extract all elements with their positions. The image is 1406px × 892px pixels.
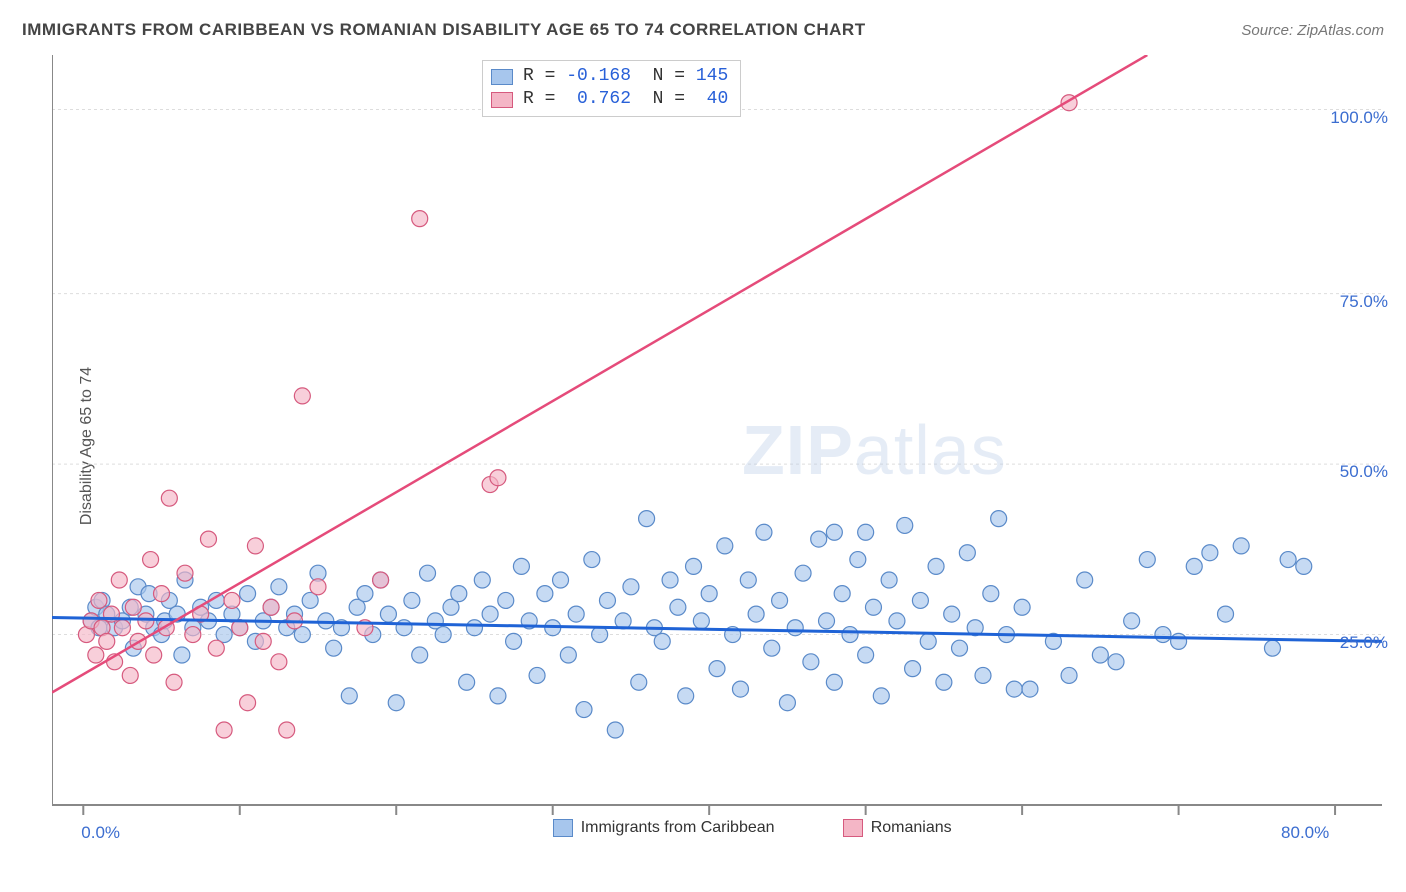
y-tick-label: 25.0%: [1340, 633, 1388, 653]
source-credit: Source: ZipAtlas.com: [1241, 22, 1384, 39]
correlation-legend: R = -0.168 N = 145R = 0.762 N = 40: [482, 60, 741, 117]
legend-label: Immigrants from Caribbean: [581, 819, 775, 837]
y-tick-label: 50.0%: [1340, 462, 1388, 482]
x-tick-label: 80.0%: [1281, 823, 1329, 843]
plot-svg: [52, 55, 1382, 825]
chart-title: IMMIGRANTS FROM CARIBBEAN VS ROMANIAN DI…: [22, 20, 866, 40]
bottom-legend-item: Romanians: [843, 819, 952, 837]
x-tick-label: 0.0%: [81, 823, 120, 843]
legend-swatch: [491, 69, 513, 85]
correlation-legend-row: R = 0.762 N = 40: [491, 88, 728, 111]
y-tick-label: 100.0%: [1330, 108, 1388, 128]
legend-swatch: [491, 92, 513, 108]
source-name: ZipAtlas.com: [1297, 22, 1384, 39]
plot-area: ZIPatlas R = -0.168 N = 145R = 0.762 N =…: [52, 55, 1382, 825]
y-tick-label: 75.0%: [1340, 292, 1388, 312]
legend-swatch: [843, 819, 863, 837]
source-label: Source:: [1241, 22, 1297, 39]
legend-swatch: [553, 819, 573, 837]
legend-label: Romanians: [871, 819, 952, 837]
chart-container: IMMIGRANTS FROM CARIBBEAN VS ROMANIAN DI…: [0, 0, 1406, 892]
correlation-legend-row: R = -0.168 N = 145: [491, 65, 728, 88]
header-row: IMMIGRANTS FROM CARIBBEAN VS ROMANIAN DI…: [22, 20, 1384, 40]
bottom-legend-item: Immigrants from Caribbean: [553, 819, 775, 837]
